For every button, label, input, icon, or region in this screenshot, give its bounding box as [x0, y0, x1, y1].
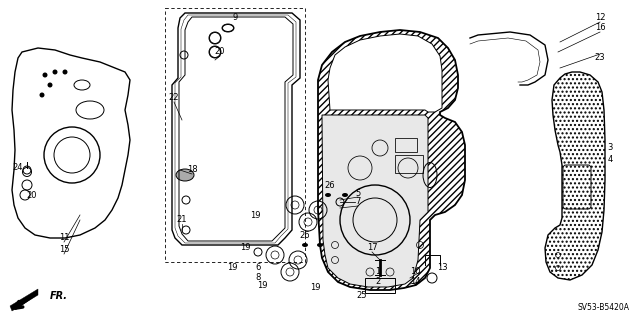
Text: 19: 19	[227, 263, 237, 272]
Text: 22: 22	[169, 93, 179, 102]
Bar	[395, 155, 423, 173]
Ellipse shape	[302, 243, 308, 247]
Text: 7: 7	[355, 197, 361, 206]
Circle shape	[42, 72, 47, 78]
Text: 16: 16	[595, 24, 605, 33]
Circle shape	[52, 70, 58, 75]
Circle shape	[40, 93, 45, 98]
Text: 24: 24	[13, 164, 23, 173]
Text: 19: 19	[240, 243, 250, 253]
Text: 20: 20	[27, 190, 37, 199]
Polygon shape	[328, 34, 442, 112]
Text: 2: 2	[376, 278, 381, 286]
Text: 18: 18	[187, 166, 197, 174]
Text: FR.: FR.	[50, 291, 68, 301]
Circle shape	[47, 83, 52, 87]
Text: 9: 9	[232, 13, 237, 23]
Polygon shape	[322, 115, 428, 287]
Text: 20: 20	[215, 48, 225, 56]
Text: 13: 13	[436, 263, 447, 272]
Circle shape	[63, 70, 67, 75]
Text: 3: 3	[607, 144, 612, 152]
Ellipse shape	[317, 243, 323, 247]
Text: 19: 19	[310, 284, 320, 293]
Text: 26: 26	[300, 231, 310, 240]
Text: 19: 19	[257, 280, 268, 290]
Text: 12: 12	[595, 13, 605, 23]
Text: 6: 6	[255, 263, 260, 272]
Text: SV53-B5420A: SV53-B5420A	[578, 303, 630, 313]
Bar	[395, 138, 417, 152]
Ellipse shape	[176, 169, 194, 181]
Text: 8: 8	[255, 273, 260, 283]
Text: 1: 1	[376, 268, 381, 277]
Text: 23: 23	[595, 54, 605, 63]
Text: 25: 25	[356, 291, 367, 300]
Text: 10: 10	[410, 268, 420, 277]
Text: 19: 19	[250, 211, 260, 219]
Text: 14: 14	[410, 278, 420, 286]
Text: 15: 15	[59, 246, 69, 255]
Ellipse shape	[325, 193, 331, 197]
Bar	[365, 278, 395, 293]
Polygon shape	[10, 289, 38, 311]
Ellipse shape	[342, 193, 348, 197]
Text: 17: 17	[367, 243, 378, 253]
Text: 11: 11	[59, 234, 69, 242]
Text: 21: 21	[177, 216, 188, 225]
Text: 5: 5	[355, 189, 360, 197]
Text: 4: 4	[607, 155, 612, 165]
Text: 26: 26	[324, 181, 335, 189]
